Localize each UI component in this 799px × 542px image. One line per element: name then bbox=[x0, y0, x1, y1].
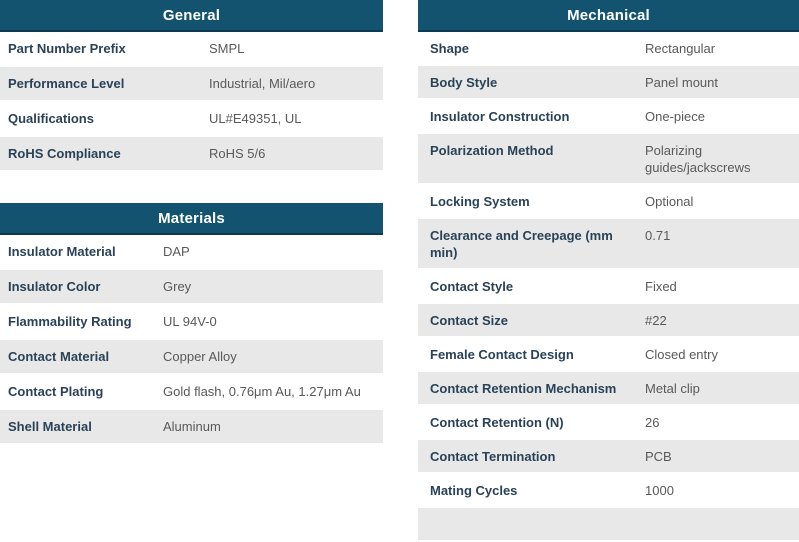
spec-value: One-piece bbox=[645, 108, 705, 124]
spec-value: Fixed bbox=[645, 278, 677, 294]
table-title-materials: Materials bbox=[0, 203, 383, 235]
table-title-general: General bbox=[0, 0, 383, 32]
spec-label: Contact Material bbox=[8, 349, 110, 364]
spec-row: Performance Level Industrial, Mil/aero bbox=[0, 67, 383, 102]
spec-row: Female Contact Design Closed entry bbox=[418, 338, 799, 372]
spec-row: Qualifications UL#E49351, UL bbox=[0, 102, 383, 137]
spec-value: Metal clip bbox=[645, 380, 700, 396]
spec-value: Aluminum bbox=[163, 419, 221, 434]
spec-value: 0.71 bbox=[645, 227, 671, 243]
spec-label: Performance Level bbox=[8, 76, 125, 91]
spec-value: Gold flash, 0.76μm Au, 1.27μm Au bbox=[163, 384, 361, 399]
spec-row: Contact Plating Gold flash, 0.76μm Au, 1… bbox=[0, 375, 383, 410]
spec-row: Contact Size #22 bbox=[418, 304, 799, 338]
spec-table-materials: Materials Insulator Material DAP Insulat… bbox=[0, 203, 383, 445]
spec-label: Polarization Method bbox=[430, 142, 554, 158]
spec-row: Flammability Rating UL 94V-0 bbox=[0, 305, 383, 340]
spec-label: Clearance and Creepage (mm min) bbox=[430, 227, 613, 260]
spec-label: Contact Size bbox=[430, 312, 509, 328]
spec-label: Shape bbox=[430, 40, 470, 56]
spec-row: RoHS Compliance RoHS 5/6 bbox=[0, 137, 383, 172]
spec-label: Body Style bbox=[430, 74, 498, 90]
spec-row: Locking System Optional bbox=[418, 185, 799, 219]
spec-value: UL 94V-0 bbox=[163, 314, 217, 329]
spec-value: Rectangular bbox=[645, 40, 716, 56]
spec-label: Contact Retention (N) bbox=[430, 414, 564, 430]
spec-value: Copper Alloy bbox=[163, 349, 237, 364]
spec-row: Part Number Prefix SMPL bbox=[0, 32, 383, 67]
spec-value: Optional bbox=[645, 193, 694, 209]
spec-label: Insulator Color bbox=[8, 279, 101, 294]
spec-row: Polarization Method Polarizing guides/ja… bbox=[418, 134, 799, 185]
spec-value: Grey bbox=[163, 279, 192, 294]
spec-label: Female Contact Design bbox=[430, 346, 574, 362]
spec-row: Insulator Material DAP bbox=[0, 235, 383, 270]
spec-row: Contact Retention (N) 26 bbox=[418, 406, 799, 440]
spec-value: PCB bbox=[645, 448, 672, 464]
spec-label: Contact Plating bbox=[8, 384, 104, 399]
spec-value: Industrial, Mil/aero bbox=[209, 76, 316, 91]
spec-row: Shape Rectangular bbox=[418, 32, 799, 66]
right-column: Mechanical Shape Rectangular Body Style … bbox=[418, 0, 799, 542]
spec-label: Contact Termination bbox=[430, 448, 556, 464]
spec-label: Contact Retention Mechanism bbox=[430, 380, 617, 396]
spec-label: Mating Cycles bbox=[430, 482, 518, 498]
spec-value: RoHS 5/6 bbox=[209, 146, 266, 161]
spec-label: Insulator Material bbox=[8, 244, 116, 259]
spec-row: Contact Retention Mechanism Metal clip bbox=[418, 372, 799, 406]
spec-label: Flammability Rating bbox=[8, 314, 132, 329]
spec-value: Polarizing guides/jackscrews bbox=[645, 142, 751, 175]
spec-value: #22 bbox=[645, 312, 667, 328]
spec-label: Locking System bbox=[430, 193, 530, 209]
spec-row: Mating Cycles 1000 bbox=[418, 474, 799, 508]
left-column: General Part Number Prefix SMPL Performa… bbox=[0, 0, 383, 542]
spec-value: DAP bbox=[163, 244, 190, 259]
spec-table-general: General Part Number Prefix SMPL Performa… bbox=[0, 0, 383, 172]
spec-value: 1000 bbox=[645, 482, 674, 498]
spec-label: Qualifications bbox=[8, 111, 94, 126]
spec-value: SMPL bbox=[209, 41, 245, 56]
spec-row: Contact Style Fixed bbox=[418, 270, 799, 304]
spec-label: Shell Material bbox=[8, 419, 92, 434]
spec-row: Clearance and Creepage (mm min) 0.71 bbox=[418, 219, 799, 270]
table-title-mechanical: Mechanical bbox=[418, 0, 799, 32]
spec-value: Panel mount bbox=[645, 74, 718, 90]
spec-label: RoHS Compliance bbox=[8, 146, 121, 161]
spec-row: Body Style Panel mount bbox=[418, 66, 799, 100]
spec-row: Contact Termination PCB bbox=[418, 440, 799, 474]
spec-value: Closed entry bbox=[645, 346, 718, 362]
spec-label: Insulator Construction bbox=[430, 108, 570, 124]
spec-value: 26 bbox=[645, 414, 660, 430]
spec-row: Shell Material Aluminum bbox=[0, 410, 383, 445]
spec-table-mechanical: Mechanical Shape Rectangular Body Style … bbox=[418, 0, 799, 542]
spec-value: UL#E49351, UL bbox=[209, 111, 302, 126]
spec-row: Insulator Construction One-piece bbox=[418, 100, 799, 134]
truncated-row bbox=[418, 508, 799, 542]
spec-label: Part Number Prefix bbox=[8, 41, 126, 56]
spec-row: Contact Material Copper Alloy bbox=[0, 340, 383, 375]
spec-row: Insulator Color Grey bbox=[0, 270, 383, 305]
spec-label: Contact Style bbox=[430, 278, 514, 294]
